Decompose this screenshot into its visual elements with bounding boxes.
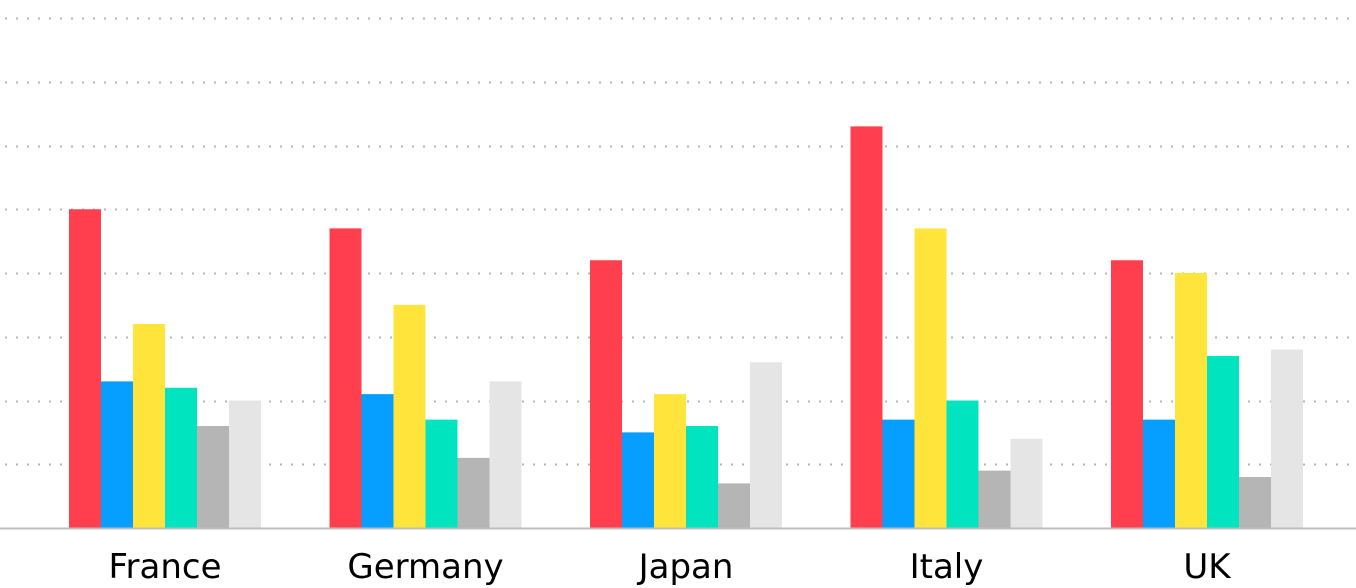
bar-uk-3 (1175, 273, 1207, 528)
bar-germany-6 (489, 381, 522, 528)
bar-uk-2 (1143, 419, 1175, 528)
bar-uk-5 (1239, 477, 1271, 528)
bar-japan-3 (654, 394, 686, 528)
bars (69, 126, 1303, 528)
bar-italy-6 (1010, 438, 1043, 528)
x-tick-label: Germany (347, 547, 503, 587)
bar-italy-3 (914, 228, 947, 528)
x-tick-label: France (108, 547, 221, 587)
x-tick-label: UK (1183, 547, 1232, 587)
bar-uk-1 (1111, 260, 1143, 528)
bar-italy-5 (978, 470, 1011, 528)
bar-japan-2 (622, 432, 654, 528)
x-tick-label: Italy (910, 547, 984, 587)
bar-germany-1 (329, 228, 362, 528)
bar-japan-1 (590, 260, 622, 528)
bar-france-5 (197, 426, 229, 528)
bar-germany-2 (361, 394, 394, 528)
bar-italy-2 (882, 419, 915, 528)
bar-uk-4 (1207, 355, 1239, 528)
x-tick-labels: France Germany Japan Italy UK (108, 547, 1232, 587)
bar-italy-4 (946, 400, 979, 528)
bar-germany-4 (425, 419, 458, 528)
bar-france-1 (69, 209, 101, 528)
bar-france-6 (229, 400, 261, 528)
bar-france-4 (165, 387, 197, 528)
bar-japan-4 (686, 426, 718, 528)
bar-germany-5 (457, 457, 490, 528)
bar-france-3 (133, 324, 165, 528)
bar-uk-6 (1271, 349, 1303, 528)
bar-france-2 (101, 381, 133, 528)
bar-japan-5 (718, 483, 750, 528)
bar-italy-1 (850, 126, 883, 528)
bar-japan-6 (750, 362, 782, 528)
x-tick-label: Japan (637, 547, 734, 587)
bar-germany-3 (393, 304, 426, 528)
